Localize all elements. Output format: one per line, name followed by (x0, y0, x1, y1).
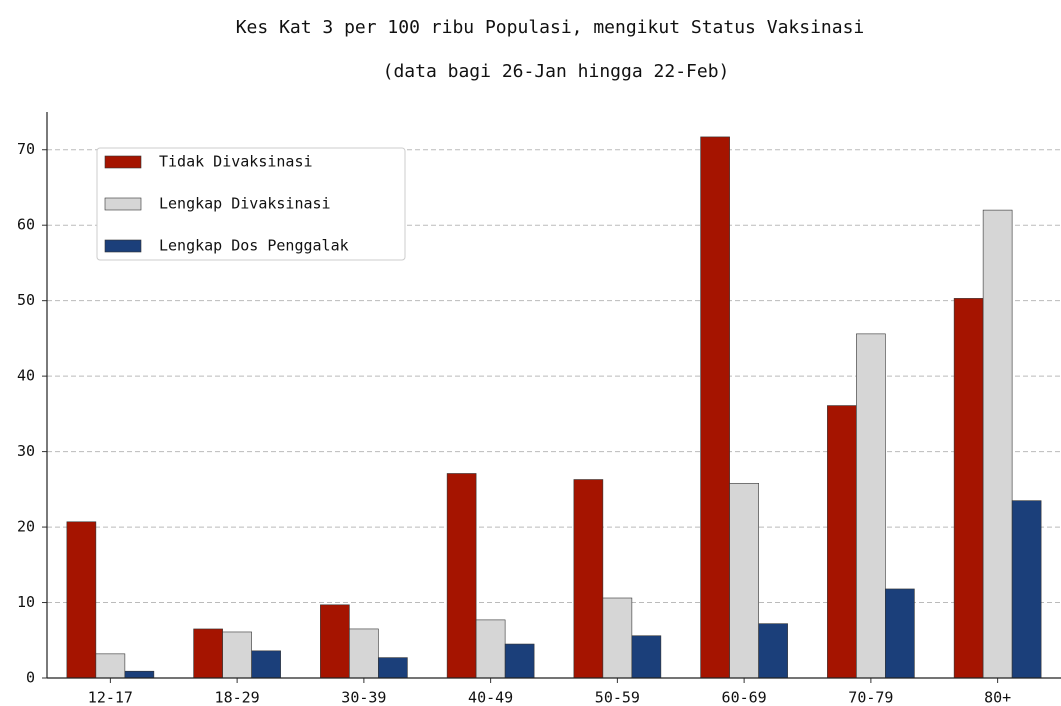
chart-subtitle: (data bagi 26-Jan hingga 22-Feb) (383, 61, 730, 82)
bar (602, 597, 633, 679)
bar (378, 657, 408, 679)
bar (700, 136, 730, 679)
chart-title: Kes Kat 3 per 100 ribu Populasi, mengiku… (236, 17, 865, 38)
x-tick-label: 60-69 (722, 689, 767, 706)
x-tick-label: 50-59 (595, 689, 640, 706)
legend-swatch (104, 197, 142, 211)
bar (251, 650, 281, 679)
bar (827, 405, 857, 679)
bar (1011, 500, 1042, 679)
bar (982, 209, 1013, 679)
legend-box (96, 147, 406, 261)
bar (124, 670, 155, 679)
x-tick-label: 12-17 (88, 689, 133, 706)
bar (320, 604, 350, 679)
y-tick-label: 70 (17, 140, 35, 158)
legend-label: Lengkap Divaksinasi (159, 195, 331, 213)
legend-label: Lengkap Dos Penggalak (159, 237, 349, 255)
legend-label: Tidak Divaksinasi (159, 153, 313, 171)
y-tick-label: 50 (17, 291, 35, 309)
y-tick-label: 20 (17, 518, 35, 536)
bar (504, 643, 535, 679)
bar (446, 473, 477, 679)
x-tick-label: 80+ (984, 689, 1011, 706)
bar (856, 333, 886, 679)
y-tick-label: 0 (26, 669, 35, 687)
bar (885, 588, 915, 679)
bar (953, 298, 984, 679)
legend-swatch (104, 239, 142, 253)
y-tick-label: 40 (17, 367, 35, 385)
bar (729, 482, 759, 679)
bar (95, 653, 126, 679)
bar (758, 623, 788, 679)
bar (349, 628, 379, 679)
bar (631, 635, 662, 679)
bar (193, 628, 223, 679)
bar (222, 631, 252, 679)
x-tick-label: 18-29 (215, 689, 260, 706)
x-tick-label: 40-49 (468, 689, 513, 706)
y-tick-label: 10 (17, 593, 35, 611)
x-tick-label: 70-79 (848, 689, 893, 706)
bar (475, 619, 506, 679)
legend-swatch (104, 155, 142, 169)
y-tick-label: 30 (17, 442, 35, 460)
y-tick-label: 60 (17, 216, 35, 234)
bar (573, 479, 604, 679)
bar (66, 521, 97, 679)
x-tick-label: 30-39 (341, 689, 386, 706)
